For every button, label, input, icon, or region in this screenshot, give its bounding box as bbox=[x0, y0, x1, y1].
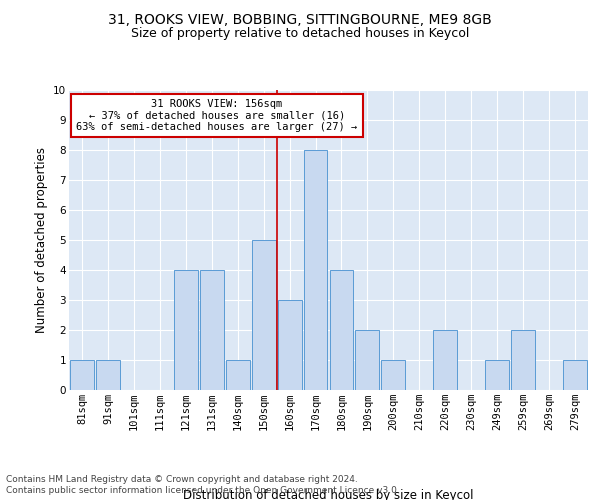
Text: 31 ROOKS VIEW: 156sqm
← 37% of detached houses are smaller (16)
63% of semi-deta: 31 ROOKS VIEW: 156sqm ← 37% of detached … bbox=[76, 99, 358, 132]
Bar bbox=[382, 360, 406, 390]
Bar bbox=[174, 270, 198, 390]
Y-axis label: Number of detached properties: Number of detached properties bbox=[35, 147, 47, 333]
Bar bbox=[70, 360, 94, 390]
Text: Contains public sector information licensed under the Open Government Licence v3: Contains public sector information licen… bbox=[6, 486, 400, 495]
Bar bbox=[226, 360, 250, 390]
Text: Size of property relative to detached houses in Keycol: Size of property relative to detached ho… bbox=[131, 28, 469, 40]
Bar bbox=[355, 330, 379, 390]
Bar bbox=[278, 300, 302, 390]
Bar bbox=[485, 360, 509, 390]
Text: 31, ROOKS VIEW, BOBBING, SITTINGBOURNE, ME9 8GB: 31, ROOKS VIEW, BOBBING, SITTINGBOURNE, … bbox=[108, 12, 492, 26]
Bar bbox=[96, 360, 120, 390]
Bar bbox=[304, 150, 328, 390]
Bar bbox=[563, 360, 587, 390]
Bar bbox=[511, 330, 535, 390]
Text: Contains HM Land Registry data © Crown copyright and database right 2024.: Contains HM Land Registry data © Crown c… bbox=[6, 475, 358, 484]
Bar bbox=[433, 330, 457, 390]
Bar bbox=[200, 270, 224, 390]
Bar bbox=[329, 270, 353, 390]
X-axis label: Distribution of detached houses by size in Keycol: Distribution of detached houses by size … bbox=[183, 488, 474, 500]
Bar bbox=[251, 240, 275, 390]
